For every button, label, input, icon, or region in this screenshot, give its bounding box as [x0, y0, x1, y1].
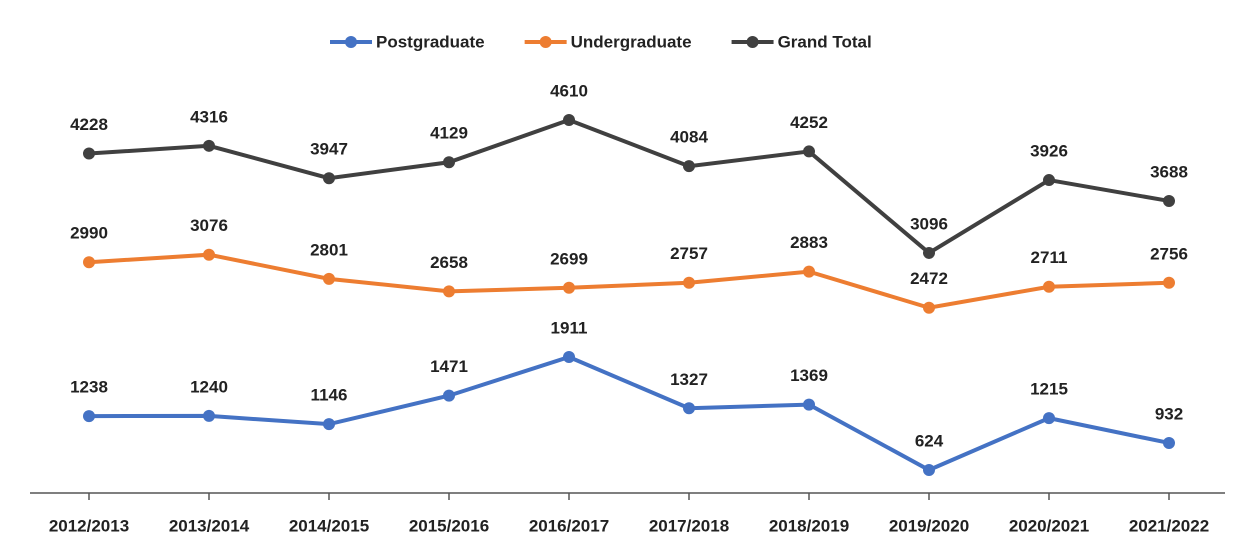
data-label: 2801	[310, 240, 348, 259]
data-label: 3947	[310, 140, 348, 159]
data-label: 2711	[1031, 248, 1068, 267]
point	[1163, 276, 1175, 289]
x-tick-label: 2016/2017	[529, 516, 609, 535]
data-label: 1327	[670, 370, 708, 389]
data-label: 2472	[910, 269, 948, 288]
point	[83, 147, 95, 160]
data-label: 1911	[551, 318, 588, 337]
point	[563, 281, 575, 294]
point	[683, 276, 695, 289]
data-label: 1369	[790, 366, 828, 385]
point	[803, 145, 815, 158]
point	[83, 256, 95, 269]
legend-marker	[746, 36, 759, 48]
series-line	[88, 252, 1170, 310]
data-label: 932	[1155, 404, 1183, 423]
legend-label: Undergraduate	[571, 32, 692, 51]
data-label: 2658	[430, 253, 468, 272]
point	[203, 409, 215, 422]
point	[323, 418, 335, 431]
point	[683, 402, 695, 415]
point	[1043, 174, 1055, 187]
series-line	[88, 117, 1170, 256]
point	[1043, 280, 1055, 293]
x-tick-label: 2018/2019	[769, 516, 849, 535]
point	[1163, 436, 1175, 449]
point	[923, 301, 935, 314]
data-label: 4610	[550, 81, 588, 100]
point	[443, 156, 455, 169]
point	[803, 265, 815, 278]
data-label: 1240	[190, 377, 228, 396]
data-label: 2757	[670, 244, 708, 263]
point	[323, 172, 335, 185]
point	[203, 248, 215, 261]
data-label: 624	[915, 431, 944, 450]
data-label: 4129	[430, 124, 468, 143]
data-label: 3096	[910, 214, 948, 233]
data-label: 3926	[1030, 142, 1068, 161]
data-label: 1471	[430, 357, 468, 376]
data-label: 2990	[70, 224, 108, 243]
point	[1163, 194, 1175, 207]
data-label: 3076	[190, 216, 228, 235]
data-label: 4084	[670, 128, 708, 147]
x-tick-label: 2020/2021	[1009, 516, 1089, 535]
data-label: 1238	[70, 378, 108, 397]
data-label: 1215	[1030, 380, 1068, 399]
point	[83, 410, 95, 423]
point	[443, 389, 455, 402]
data-label: 4228	[70, 115, 108, 134]
point	[923, 464, 935, 476]
point	[1043, 412, 1055, 425]
x-tick-label: 2017/2018	[649, 516, 729, 535]
point	[203, 139, 215, 152]
data-label: 2883	[790, 233, 828, 252]
point	[803, 398, 815, 411]
x-tick-label: 2019/2020	[889, 516, 969, 535]
point	[443, 285, 455, 298]
data-label: 3688	[1150, 162, 1188, 181]
point	[923, 246, 935, 259]
x-tick-label: 2015/2016	[409, 516, 489, 535]
point	[563, 350, 575, 363]
x-tick-label: 2021/2022	[1129, 516, 1209, 535]
x-tick-label: 2012/2013	[49, 516, 129, 535]
x-tick-label: 2014/2015	[289, 516, 369, 535]
point	[563, 114, 575, 126]
data-label: 2756	[1150, 244, 1188, 263]
legend-marker	[539, 36, 552, 48]
data-label: 4316	[190, 107, 228, 126]
legend-label: Postgraduate	[376, 32, 485, 51]
point	[683, 160, 695, 173]
data-label: 2699	[550, 249, 588, 268]
point	[323, 272, 335, 285]
x-tick-label: 2013/2014	[169, 516, 250, 535]
legend-marker	[345, 36, 357, 48]
data-label: 1146	[311, 386, 348, 405]
legend-label: Grand Total	[778, 32, 872, 51]
series-line	[88, 354, 1170, 473]
data-label: 4252	[790, 113, 828, 132]
